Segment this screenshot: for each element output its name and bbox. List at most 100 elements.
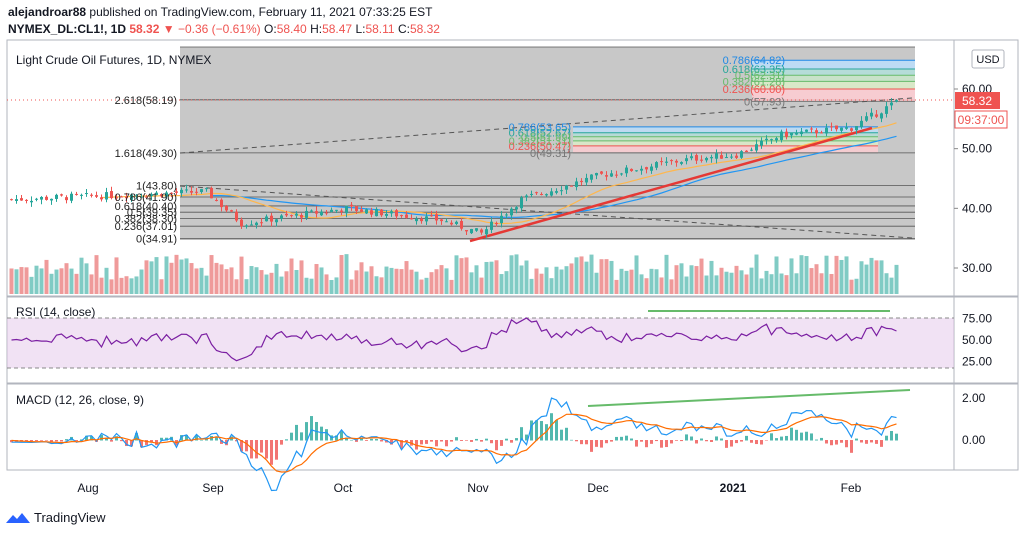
volume-bar [14, 269, 19, 294]
candle-body [520, 197, 523, 209]
volume-bar [724, 271, 729, 294]
candle-body [495, 222, 498, 225]
volume-bar [309, 278, 314, 294]
volume-bar [799, 255, 804, 294]
macd-hist-bar [560, 429, 563, 441]
candle-body [680, 162, 683, 164]
candle-body [670, 160, 673, 162]
volume-bar [794, 273, 799, 294]
fib-level-label: 2.618(58.19) [115, 95, 177, 107]
volume-bar [39, 268, 44, 294]
volume-bar [339, 255, 344, 294]
volume-bar [89, 274, 94, 294]
footer-brand[interactable]: TradingView [6, 510, 106, 525]
rsi-axis-label: 25.00 [962, 355, 992, 369]
volume-bar [619, 268, 624, 294]
candle-body [665, 161, 668, 163]
volume-bar [479, 277, 484, 294]
candle-body [170, 192, 173, 194]
macd-hist-bar [485, 438, 488, 441]
macd-hist-bar [885, 435, 888, 441]
volume-bar [364, 271, 369, 294]
macd-hist-bar [245, 440, 248, 452]
macd-hist-bar [490, 440, 493, 444]
macd-hist-bar [105, 437, 108, 441]
candle-body [45, 196, 48, 200]
macd-hist-bar [60, 440, 63, 442]
fib-mid-label: 0.236(50.47) [509, 141, 571, 153]
candle-body [230, 210, 233, 212]
volume-bar [784, 275, 789, 294]
currency-box[interactable] [971, 49, 1005, 69]
fib-mid-label: 0.382(51.31) [509, 136, 571, 148]
macd-hist-bar [590, 440, 593, 452]
candle-body [90, 194, 93, 196]
volume-bar [829, 273, 834, 294]
volume-bar [104, 267, 109, 294]
volume-bar [729, 272, 734, 294]
candle-body [385, 213, 388, 216]
volume-bar [319, 267, 324, 294]
macd-hist-bar [810, 433, 813, 441]
macd-hist-bar [455, 437, 458, 441]
macd-hist-bar [470, 440, 473, 442]
volume-bar [514, 254, 519, 294]
volume-bar [674, 265, 679, 294]
high-label: H: [310, 22, 323, 36]
symbol[interactable]: NYMEX_DL:CL1!, 1D [8, 22, 127, 36]
candle-body [435, 214, 438, 221]
candle-body [630, 168, 633, 172]
macd-hist-bar [645, 440, 648, 448]
candle-body [205, 188, 208, 190]
candle-body [800, 131, 803, 135]
volume-bar [884, 273, 889, 294]
change: ▼ −0.36 (−0.61%) [162, 22, 261, 36]
macd-hist-bar [770, 433, 773, 441]
candle-body [685, 158, 688, 162]
candle-body [500, 215, 503, 224]
macd-hist-bar [680, 440, 683, 442]
macd-hist-bar [165, 437, 168, 441]
macd-hist-bar [375, 438, 378, 441]
candle-body [695, 155, 698, 161]
candle-body [460, 220, 463, 229]
macd-hist-bar [635, 440, 638, 447]
candle-body [250, 224, 253, 226]
macd-hist-bar [235, 440, 238, 442]
macd-hist-bar [115, 436, 118, 441]
chart-canvas[interactable]: Light Crude Oil Futures, 1D, NYMEX 2.618… [0, 0, 1027, 505]
fib-mid-label: 0.5(51.99) [521, 132, 571, 144]
macd-hist-bar [835, 440, 838, 445]
volume-bar [234, 279, 239, 294]
volume-bar [84, 263, 89, 294]
macd-hist-bar [795, 429, 798, 441]
candle-body [645, 167, 648, 170]
volume-bar [374, 276, 379, 294]
macd-hist-bar [880, 440, 883, 447]
volume-bar [634, 255, 639, 294]
candle-body [330, 209, 333, 212]
candle-body [615, 174, 618, 176]
volume-bar [49, 273, 54, 294]
candle-body [110, 191, 113, 199]
macd-hist-bar [320, 426, 323, 441]
macd-hist-bar [535, 420, 538, 441]
macd-hist-bar [280, 440, 283, 445]
macd-hist-bar [720, 438, 723, 441]
candle-body [415, 218, 418, 222]
fib-mid-label: 0.618(52.67) [509, 128, 571, 140]
moving-average-blue [211, 135, 897, 218]
candle-body [870, 112, 873, 117]
volume-bar [894, 264, 899, 294]
macd-hist-bar [625, 435, 628, 441]
volume-bar [349, 279, 354, 294]
volume-bar [254, 267, 259, 294]
fib-band [752, 60, 915, 70]
volume-bar [759, 278, 764, 294]
candle-body [160, 194, 163, 197]
volume-bar [789, 258, 794, 294]
volume-bar [429, 272, 434, 294]
volume-bar [119, 277, 124, 294]
candle-body [875, 114, 878, 117]
volume-bar [399, 269, 404, 294]
